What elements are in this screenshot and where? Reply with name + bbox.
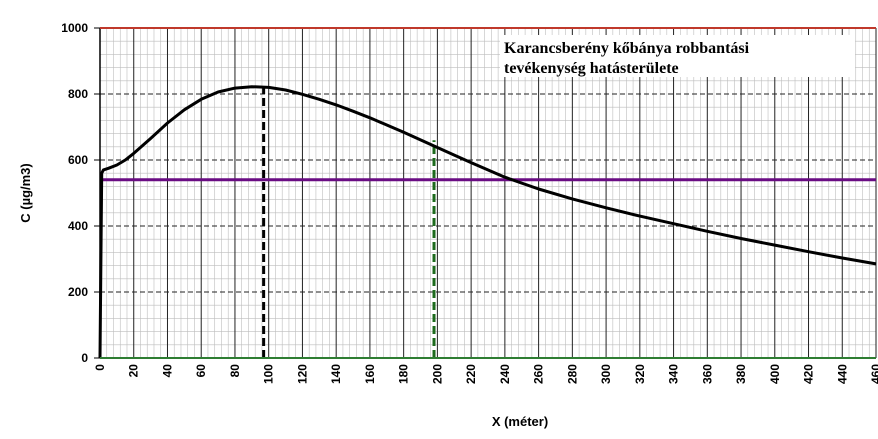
y-tick-label: 400 xyxy=(68,219,88,233)
annotation-box xyxy=(500,35,855,77)
x-tick-label: 0 xyxy=(93,364,107,371)
x-tick-label: 440 xyxy=(835,364,849,384)
x-axis-title: X (méter) xyxy=(492,414,548,429)
x-tick-label: 340 xyxy=(667,364,681,384)
series-group xyxy=(98,85,877,359)
x-tick-label: 200 xyxy=(430,364,444,384)
annotation-line-1: Karancsberény kőbánya robbantási xyxy=(504,40,750,57)
x-tick-label: 140 xyxy=(329,364,343,384)
y-tick-label: 600 xyxy=(68,153,88,167)
x-tick-label: 180 xyxy=(397,364,411,384)
annotation-line-2: tevékenység hatásterülete xyxy=(504,60,679,77)
x-tick-label: 240 xyxy=(498,364,512,384)
axes xyxy=(99,27,876,359)
x-tick-label: 420 xyxy=(802,364,816,384)
x-tick-label: 20 xyxy=(127,364,141,378)
x-tick-label: 40 xyxy=(160,364,174,378)
minor-grid xyxy=(100,28,876,358)
x-tick-label: 260 xyxy=(532,364,546,384)
y-tick-label: 0 xyxy=(81,351,88,365)
y-tick-label: 800 xyxy=(68,87,88,101)
x-tick-label: 60 xyxy=(194,364,208,378)
x-tick-label: 220 xyxy=(464,364,478,384)
x-tick-label: 160 xyxy=(363,364,377,384)
plot-area xyxy=(100,28,876,358)
y-axis-title: C (µg/m3) xyxy=(18,163,33,223)
y-tick-label: 1000 xyxy=(61,21,88,35)
x-tick-label: 120 xyxy=(295,364,309,384)
x-tick-label: 460 xyxy=(869,364,878,384)
major-grid xyxy=(99,27,877,358)
x-tick-label: 100 xyxy=(262,364,276,384)
x-tick-label: 400 xyxy=(768,364,782,384)
x-tick-label: 80 xyxy=(228,364,242,378)
series-line-0 xyxy=(98,85,877,359)
x-tick-label: 360 xyxy=(700,364,714,384)
y-tick-label: 200 xyxy=(68,285,88,299)
reference-lines xyxy=(100,86,876,358)
x-tick-label: 300 xyxy=(599,364,613,384)
x-tick-label: 280 xyxy=(565,364,579,384)
y-tick-labels: 0 200 400 600 800 1000 xyxy=(61,21,100,365)
x-tick-labels: 0 20 40 60 80 100 120 140 160 180 200 220 240 260 280 3… xyxy=(93,364,878,384)
x-tick-label: 320 xyxy=(633,364,647,384)
x-tick-label: 380 xyxy=(734,364,748,384)
